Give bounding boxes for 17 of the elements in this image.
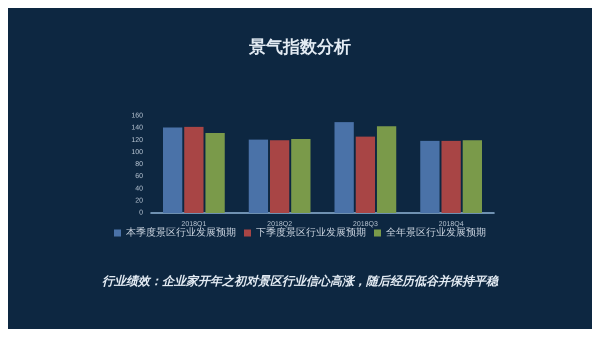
legend-label: 下季度景区行业发展预期 bbox=[256, 226, 366, 238]
bar bbox=[248, 140, 268, 213]
bar bbox=[334, 122, 354, 213]
bar bbox=[163, 128, 182, 213]
bar bbox=[356, 136, 376, 213]
chart-title: 景气指数分析 bbox=[248, 38, 351, 58]
bar bbox=[376, 126, 396, 213]
legend-label: 本季度景区行业发展预期 bbox=[126, 226, 236, 238]
bar bbox=[205, 132, 225, 213]
text: 行业绩效：企业家开年之初对景区行业信心高涨，随后经历低谷并保持平稳 bbox=[102, 274, 499, 288]
bar bbox=[291, 139, 310, 213]
bar bbox=[420, 140, 440, 213]
bar bbox=[441, 140, 461, 213]
bar bbox=[184, 126, 204, 213]
legend-label: 全年景区行业发展预期 bbox=[386, 226, 486, 238]
bar bbox=[462, 140, 482, 213]
bar bbox=[270, 140, 290, 213]
